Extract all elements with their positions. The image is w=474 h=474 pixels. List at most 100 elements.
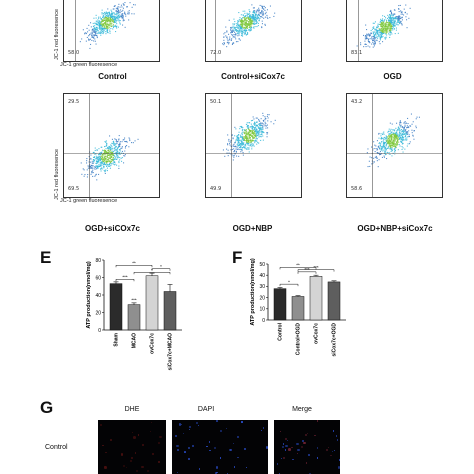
event-dot (249, 134, 251, 136)
event-dot (398, 141, 400, 143)
event-dot (377, 152, 379, 154)
event-dot (114, 17, 116, 19)
bar (327, 281, 341, 321)
event-dot (258, 13, 260, 15)
event-dot (378, 41, 380, 43)
event-dot (403, 122, 405, 124)
event-dot (111, 142, 113, 144)
event-dot (267, 114, 269, 116)
event-dot (390, 143, 392, 145)
event-dot (382, 143, 384, 145)
event-dot (401, 141, 403, 143)
event-dot (241, 149, 243, 151)
event-dot (253, 23, 255, 25)
event-dot (249, 20, 251, 22)
event-dot (391, 150, 393, 152)
event-dot (261, 130, 263, 132)
cell-speck (137, 433, 140, 436)
event-dot (248, 138, 250, 140)
event-dot (408, 130, 410, 132)
event-dot (104, 157, 106, 159)
event-dot (109, 135, 111, 137)
cell-speck (337, 466, 340, 469)
event-dot (407, 132, 409, 134)
event-dot (106, 165, 108, 167)
event-dot (396, 132, 398, 134)
event-dot (110, 145, 112, 147)
event-dot (406, 13, 408, 15)
event-dot (392, 129, 394, 131)
event-dot (394, 149, 396, 151)
event-dot (406, 137, 408, 139)
cell-speck (276, 463, 279, 465)
event-dot (235, 38, 237, 40)
event-dot (367, 166, 369, 168)
event-dot (407, 136, 409, 138)
event-dot (391, 33, 393, 35)
event-dot (248, 25, 250, 27)
event-dot (389, 137, 391, 139)
event-dot (243, 132, 245, 134)
event-dot (371, 38, 373, 40)
event-dot (378, 159, 380, 161)
event-dot (101, 154, 103, 156)
event-dot (124, 2, 126, 4)
event-dot (374, 33, 376, 35)
event-dot (380, 20, 382, 22)
event-dot (93, 28, 95, 30)
event-dot (243, 143, 245, 145)
event-dot (253, 21, 255, 23)
event-dot (254, 19, 256, 21)
event-dot (112, 159, 114, 161)
event-dot (101, 159, 103, 161)
event-dot (242, 20, 244, 22)
event-dot (381, 36, 383, 38)
event-dot (100, 162, 102, 164)
event-dot (113, 143, 115, 145)
event-dot (101, 24, 103, 26)
event-dot (103, 169, 105, 171)
event-dot (87, 167, 89, 169)
event-dot (239, 143, 241, 145)
event-dot (372, 40, 374, 42)
event-dot (230, 139, 232, 141)
event-dot (100, 23, 102, 25)
event-dot (106, 29, 108, 31)
event-dot (385, 148, 387, 150)
event-dot (104, 170, 106, 172)
event-dot (384, 30, 386, 32)
event-dot (93, 34, 95, 36)
event-dot (258, 20, 260, 22)
event-dot (389, 20, 391, 22)
event-dot (106, 143, 108, 145)
event-dot (261, 126, 263, 128)
event-dot (404, 129, 406, 131)
event-dot (406, 132, 408, 134)
event-dot (103, 19, 105, 21)
event-dot (112, 151, 114, 153)
event-dot (250, 126, 252, 128)
event-dot (234, 142, 236, 144)
event-dot (392, 141, 394, 143)
flow-plot-control-sicox7c (205, 0, 302, 62)
event-dot (123, 4, 125, 6)
event-dot (116, 164, 118, 166)
cell-speck (180, 423, 183, 426)
cell-speck (278, 472, 281, 474)
event-dot (265, 125, 267, 127)
event-dot (97, 19, 99, 21)
event-dot (245, 33, 247, 35)
cell-speck (176, 444, 179, 448)
event-dot (115, 17, 117, 19)
event-dot (400, 22, 402, 24)
quadrant-upper-value: 29.5 (68, 99, 80, 105)
event-dot (88, 161, 90, 163)
event-dot (389, 14, 391, 16)
event-dot (257, 15, 259, 17)
event-dot (102, 154, 104, 156)
event-dot (101, 20, 103, 22)
cell-speck (132, 431, 134, 434)
event-dot (387, 31, 389, 33)
cell-speck (214, 472, 218, 474)
